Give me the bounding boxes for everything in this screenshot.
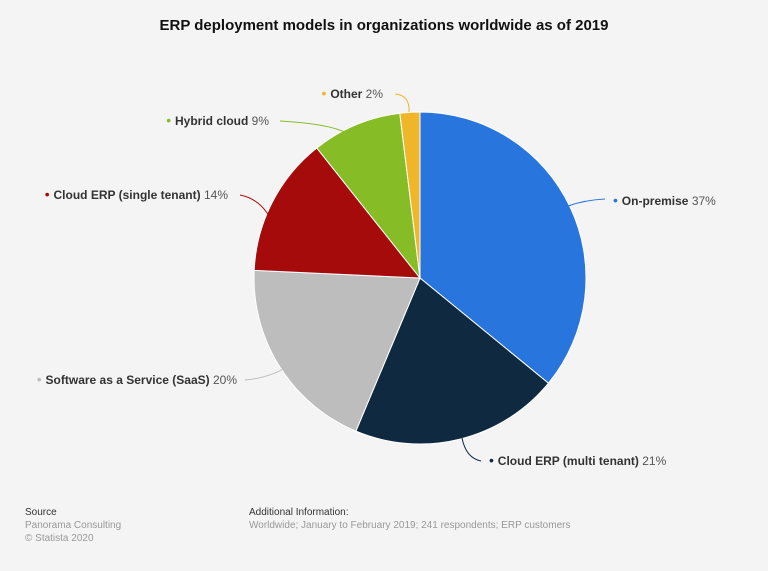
leader-line bbox=[239, 194, 277, 233]
additional-info-block: Additional Information: Worldwide; Janua… bbox=[249, 506, 570, 532]
source-line: Panorama Consulting bbox=[25, 520, 122, 531]
source-heading: Source bbox=[25, 507, 57, 518]
slice-label: • Hybrid cloud 9% bbox=[166, 112, 269, 128]
leader-line bbox=[279, 120, 357, 143]
additional-info-heading: Additional Information: bbox=[249, 507, 349, 518]
leader-line bbox=[567, 198, 606, 207]
source-line: © Statista 2020 bbox=[25, 533, 94, 544]
leader-line bbox=[461, 437, 482, 462]
slice-label: • Other 2% bbox=[322, 85, 384, 101]
pie-slice[interactable] bbox=[316, 112, 421, 280]
pie-slice[interactable] bbox=[253, 147, 422, 279]
slice-label: • On-premise 37% bbox=[613, 192, 716, 208]
pie-slice[interactable] bbox=[355, 277, 550, 445]
pie-slice[interactable] bbox=[399, 111, 421, 279]
slice-label: • Cloud ERP (single tenant) 14% bbox=[45, 186, 229, 202]
chart-title: ERP deployment models in organizations w… bbox=[159, 17, 609, 34]
leader-line bbox=[244, 364, 291, 381]
slice-label: • Software as a Service (SaaS) 20% bbox=[37, 371, 238, 387]
additional-info-text: Worldwide; January to February 2019; 241… bbox=[249, 520, 571, 531]
pie-slice[interactable] bbox=[419, 111, 587, 384]
source-block: Source Panorama Consulting © Statista 20… bbox=[25, 506, 121, 545]
pie-slice[interactable] bbox=[253, 269, 421, 432]
slice-label: • Cloud ERP (multi tenant) 21% bbox=[489, 452, 667, 468]
leader-line bbox=[394, 93, 410, 113]
